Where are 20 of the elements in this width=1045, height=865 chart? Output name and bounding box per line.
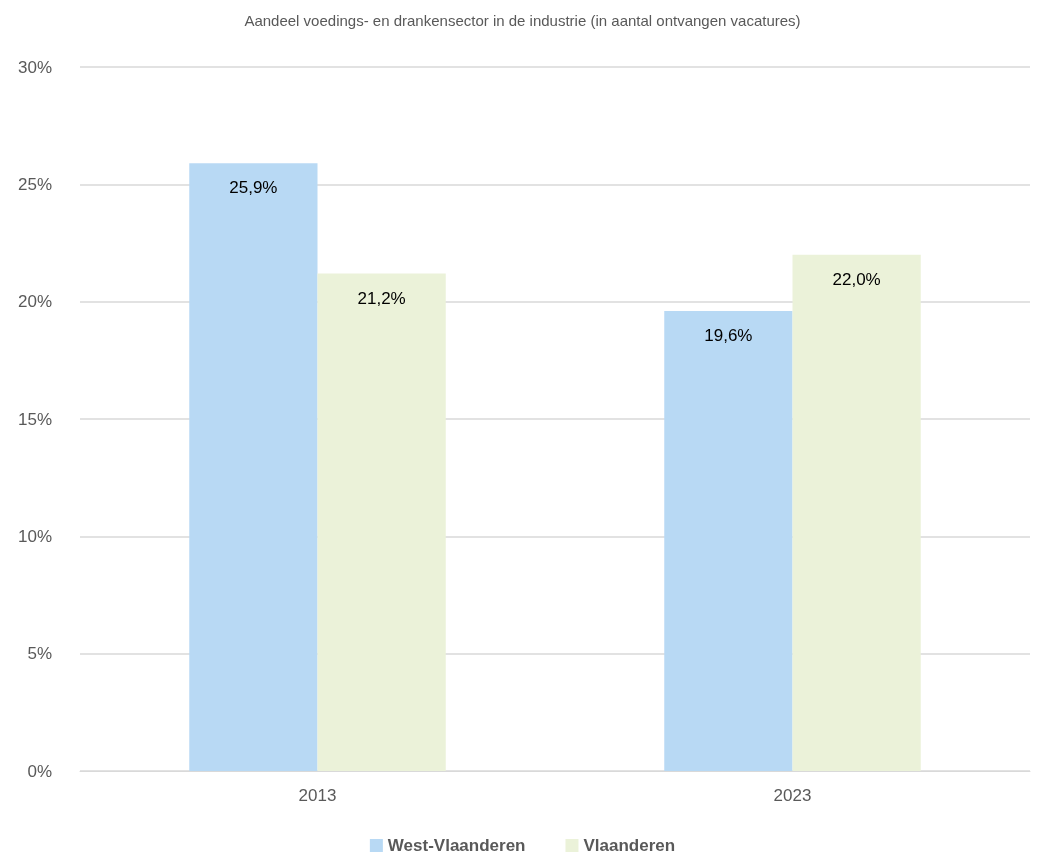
- y-tick-label: 20%: [17, 292, 52, 312]
- data-label: 21,2%: [357, 288, 406, 308]
- legend-label: Vlaanderen: [583, 836, 676, 855]
- y-tick-label: 25%: [17, 174, 52, 194]
- chart-title: Aandeel voedings- en drankensector in de industrie (in aantal ontvangen vacatures): [244, 12, 801, 29]
- y-tick-label: 5%: [27, 644, 52, 664]
- data-label: 25,9%: [229, 178, 278, 198]
- x-tick-label: 2013: [298, 786, 337, 805]
- y-tick-label: 0%: [27, 761, 52, 781]
- legend-label: West-Vlaanderen: [387, 836, 526, 855]
- bar: [317, 273, 446, 771]
- bar: [792, 254, 921, 771]
- bar: [664, 311, 793, 771]
- data-label: 22,0%: [832, 269, 881, 289]
- x-tick-label: 2023: [773, 786, 812, 805]
- y-tick-label: 15%: [17, 409, 52, 429]
- y-tick-label: 10%: [17, 526, 52, 546]
- bar: [189, 163, 318, 771]
- data-label: 19,6%: [704, 326, 753, 346]
- y-tick-label: 30%: [17, 57, 52, 77]
